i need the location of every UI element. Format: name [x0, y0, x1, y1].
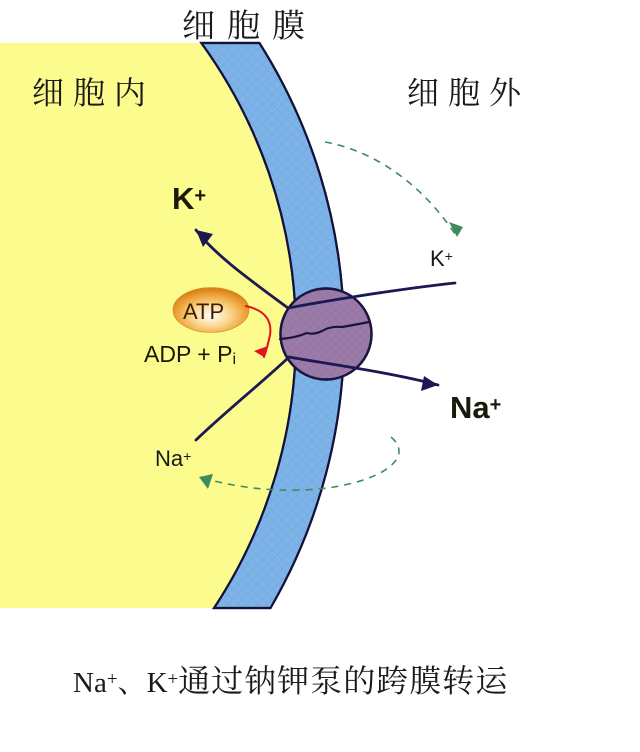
svg-text:细胞外: 细胞外	[407, 68, 530, 114]
svg-text:细胞内: 细胞内	[32, 68, 155, 114]
svg-text:ATP: ATP	[183, 299, 224, 324]
svg-text:K+: K+	[430, 246, 453, 271]
svg-text:Na+、K+通过钠钾泵的跨膜转运: Na+、K+通过钠钾泵的跨膜转运	[73, 656, 508, 702]
svg-text:细胞膜: 细胞膜	[182, 0, 317, 47]
svg-text:Na+: Na+	[450, 390, 501, 425]
svg-text:ADP + Pi: ADP + Pi	[144, 341, 236, 368]
